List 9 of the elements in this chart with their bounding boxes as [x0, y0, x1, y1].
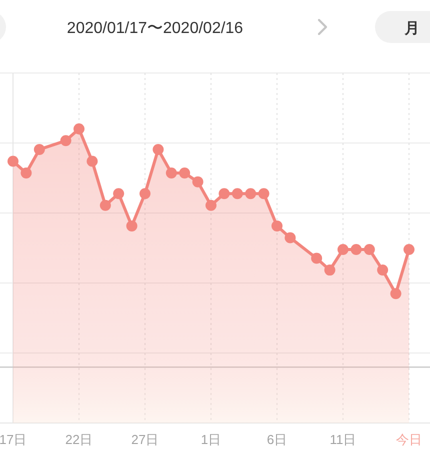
- x-tick-label: 今日: [396, 432, 422, 447]
- x-tick-label: 6日: [266, 432, 288, 447]
- x-tick-label: 22日: [65, 432, 93, 447]
- x-tick-label: 27日: [131, 432, 159, 447]
- period-button: 月: [375, 11, 430, 43]
- x-tick-label: 17日: [0, 432, 27, 447]
- x-tick-label: 1日: [200, 432, 222, 447]
- x-tick-label: 11日: [330, 432, 356, 447]
- title: 2020/01/17〜2020/02/16: [66, 20, 244, 37]
